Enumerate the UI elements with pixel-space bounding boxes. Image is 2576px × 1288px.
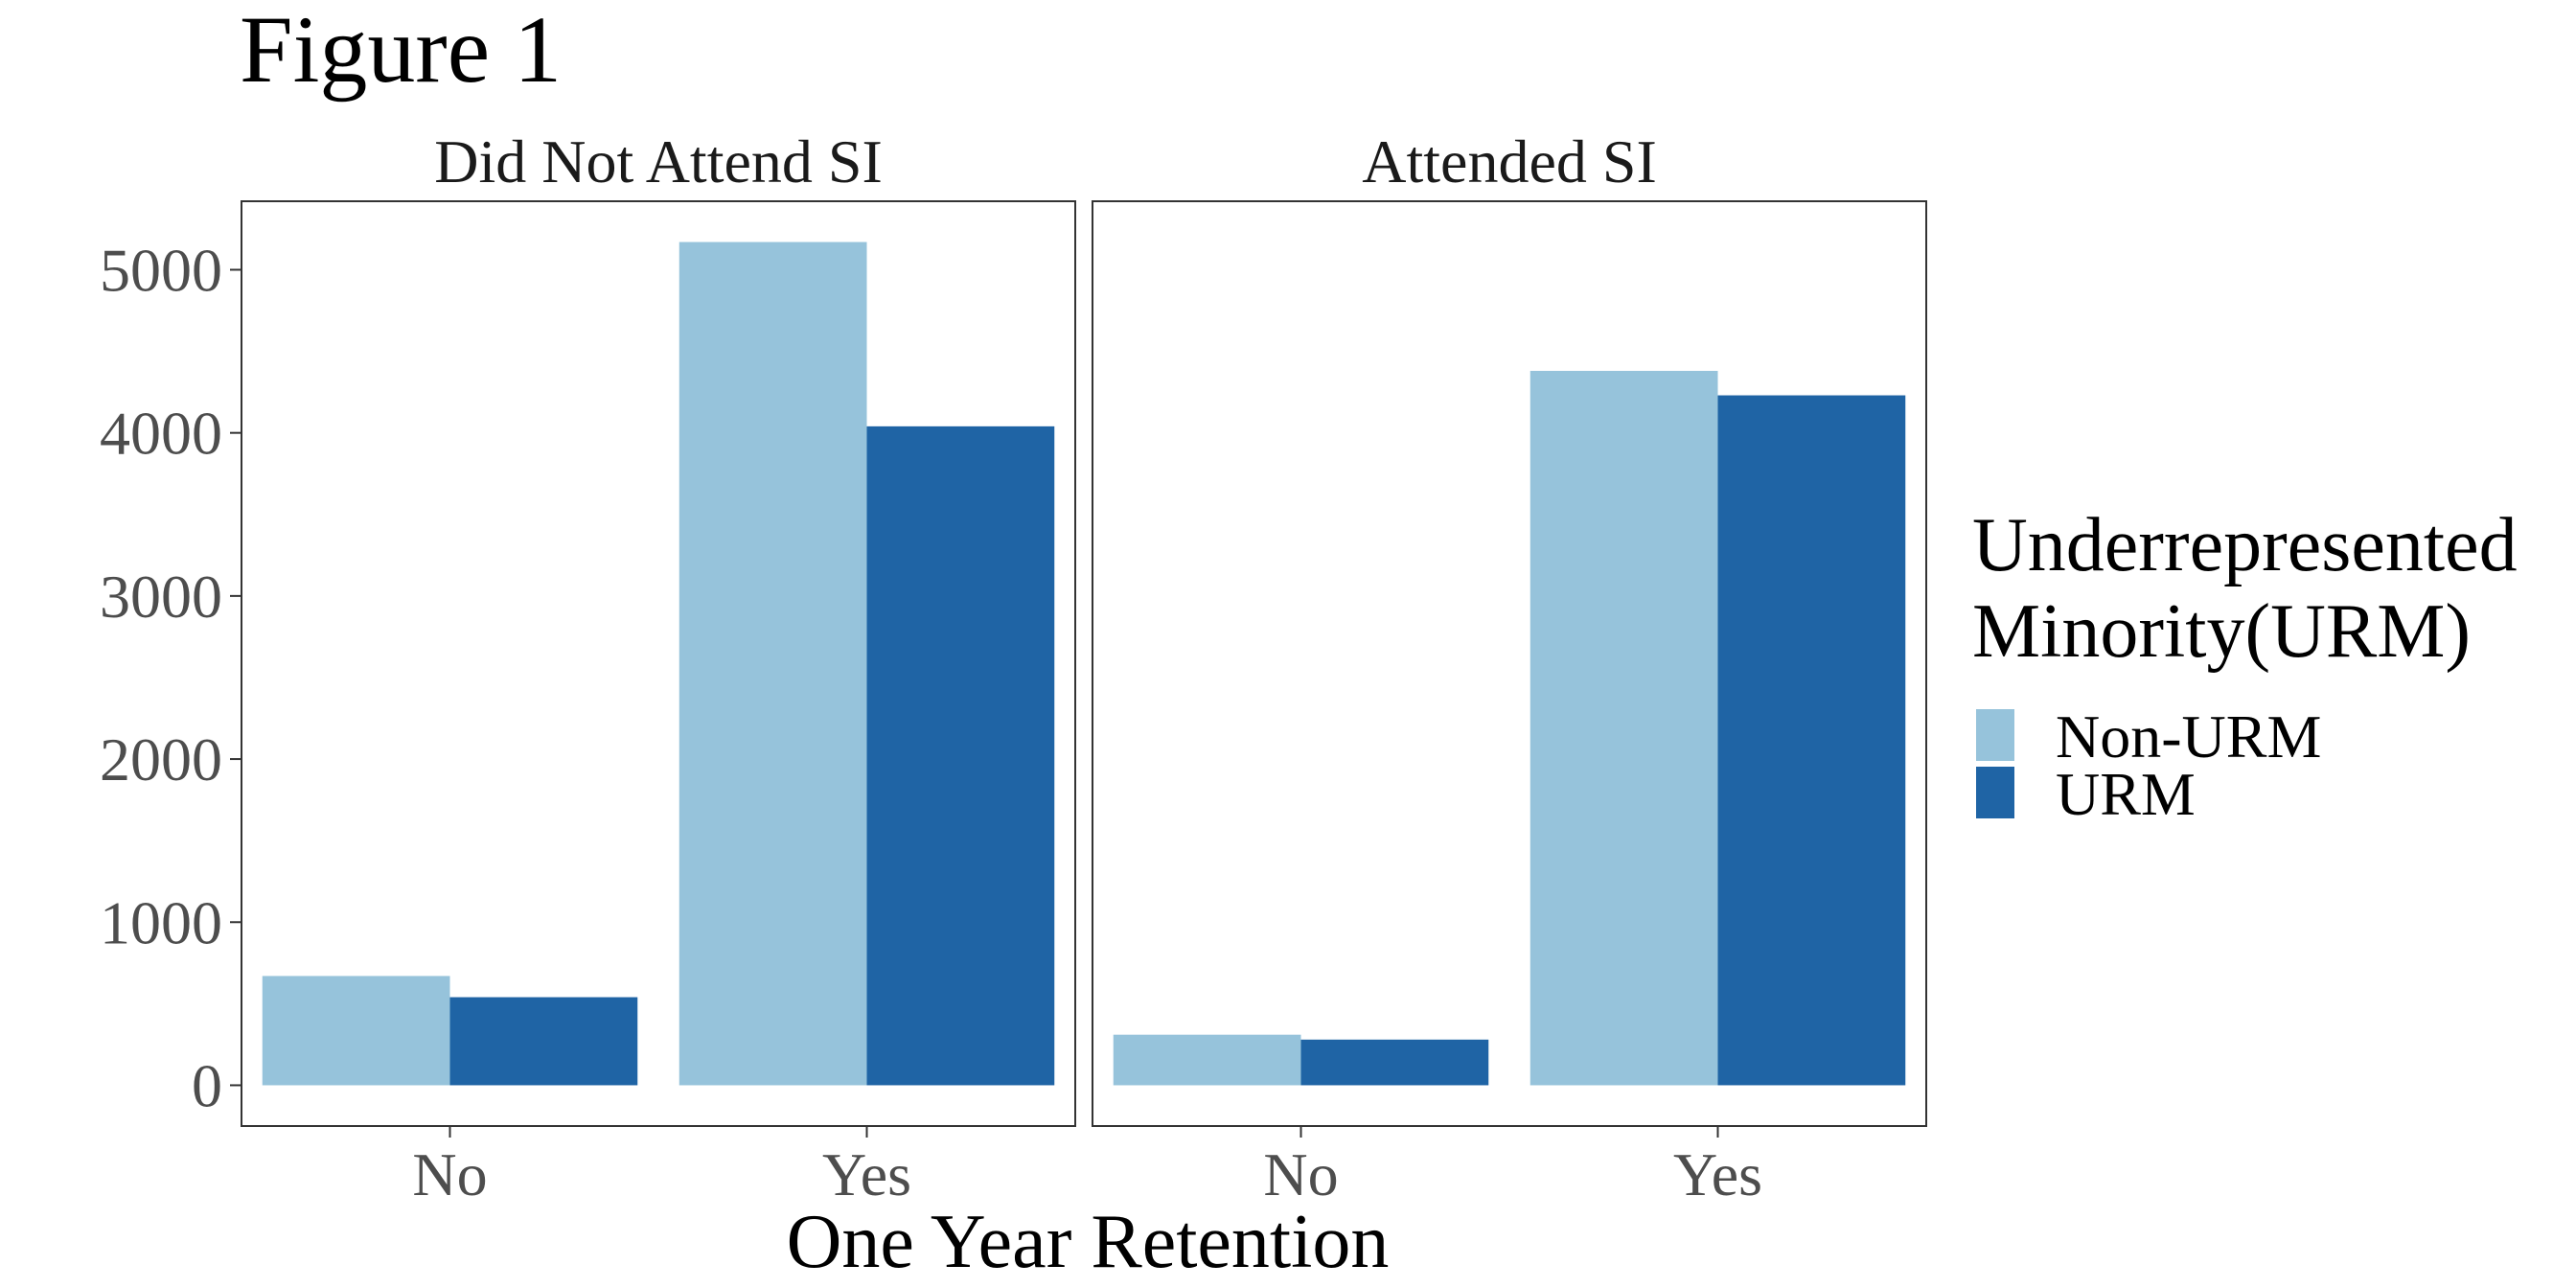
bar-1-no-non-urm (262, 976, 450, 1086)
x-tick-label: No (1263, 1140, 1338, 1208)
facet-panel-1: Did Not Attend SI No Yes (241, 127, 1076, 1208)
bar-1-no-urm (449, 997, 638, 1086)
panel-border (241, 200, 1076, 1127)
facet-strip-label: Did Not Attend SI (434, 127, 883, 196)
panel-border (1092, 200, 1927, 1127)
y-tick-label: 5000 (100, 236, 222, 304)
legend-title-line-1: Underrepresented (1972, 503, 2518, 587)
facet-strip-label: Attended SI (1362, 127, 1657, 196)
facet-panel-2: Attended SI No Yes (1092, 127, 1927, 1208)
bar-1-yes-urm (866, 426, 1055, 1086)
legend-key-non-urm (1976, 709, 2014, 761)
y-tick-label: 2000 (100, 725, 222, 794)
legend-key-urm (1976, 767, 2014, 818)
y-axis: 0 1000 2000 3000 4000 5000 (100, 236, 242, 1119)
legend: Underrepresented Minority(URM) Non-URM U… (1972, 503, 2518, 828)
bar-2-no-urm (1300, 1039, 1489, 1086)
x-axis-title: One Year Retention (787, 1200, 1390, 1284)
facet-panels: Did Not Attend SI No Yes Attended SI No Yes (241, 127, 1927, 1208)
y-tick-label: 4000 (100, 400, 222, 468)
legend-label-urm: URM (2056, 760, 2196, 828)
x-tick-label: Yes (822, 1140, 911, 1208)
y-tick-label: 3000 (100, 563, 222, 631)
y-tick-label: 1000 (100, 888, 222, 956)
x-tick-label: No (412, 1140, 487, 1208)
y-tick-label: 0 (192, 1051, 222, 1119)
x-tick-label: Yes (1673, 1140, 1762, 1208)
bar-2-yes-non-urm (1530, 371, 1718, 1086)
legend-title-line-2: Minority(URM) (1972, 589, 2471, 674)
bar-2-no-non-urm (1113, 1034, 1301, 1086)
figure-title: Figure 1 (240, 0, 562, 103)
bar-1-yes-non-urm (678, 242, 867, 1086)
bar-2-yes-urm (1717, 395, 1906, 1086)
legend-label-non-urm: Non-URM (2056, 702, 2321, 770)
